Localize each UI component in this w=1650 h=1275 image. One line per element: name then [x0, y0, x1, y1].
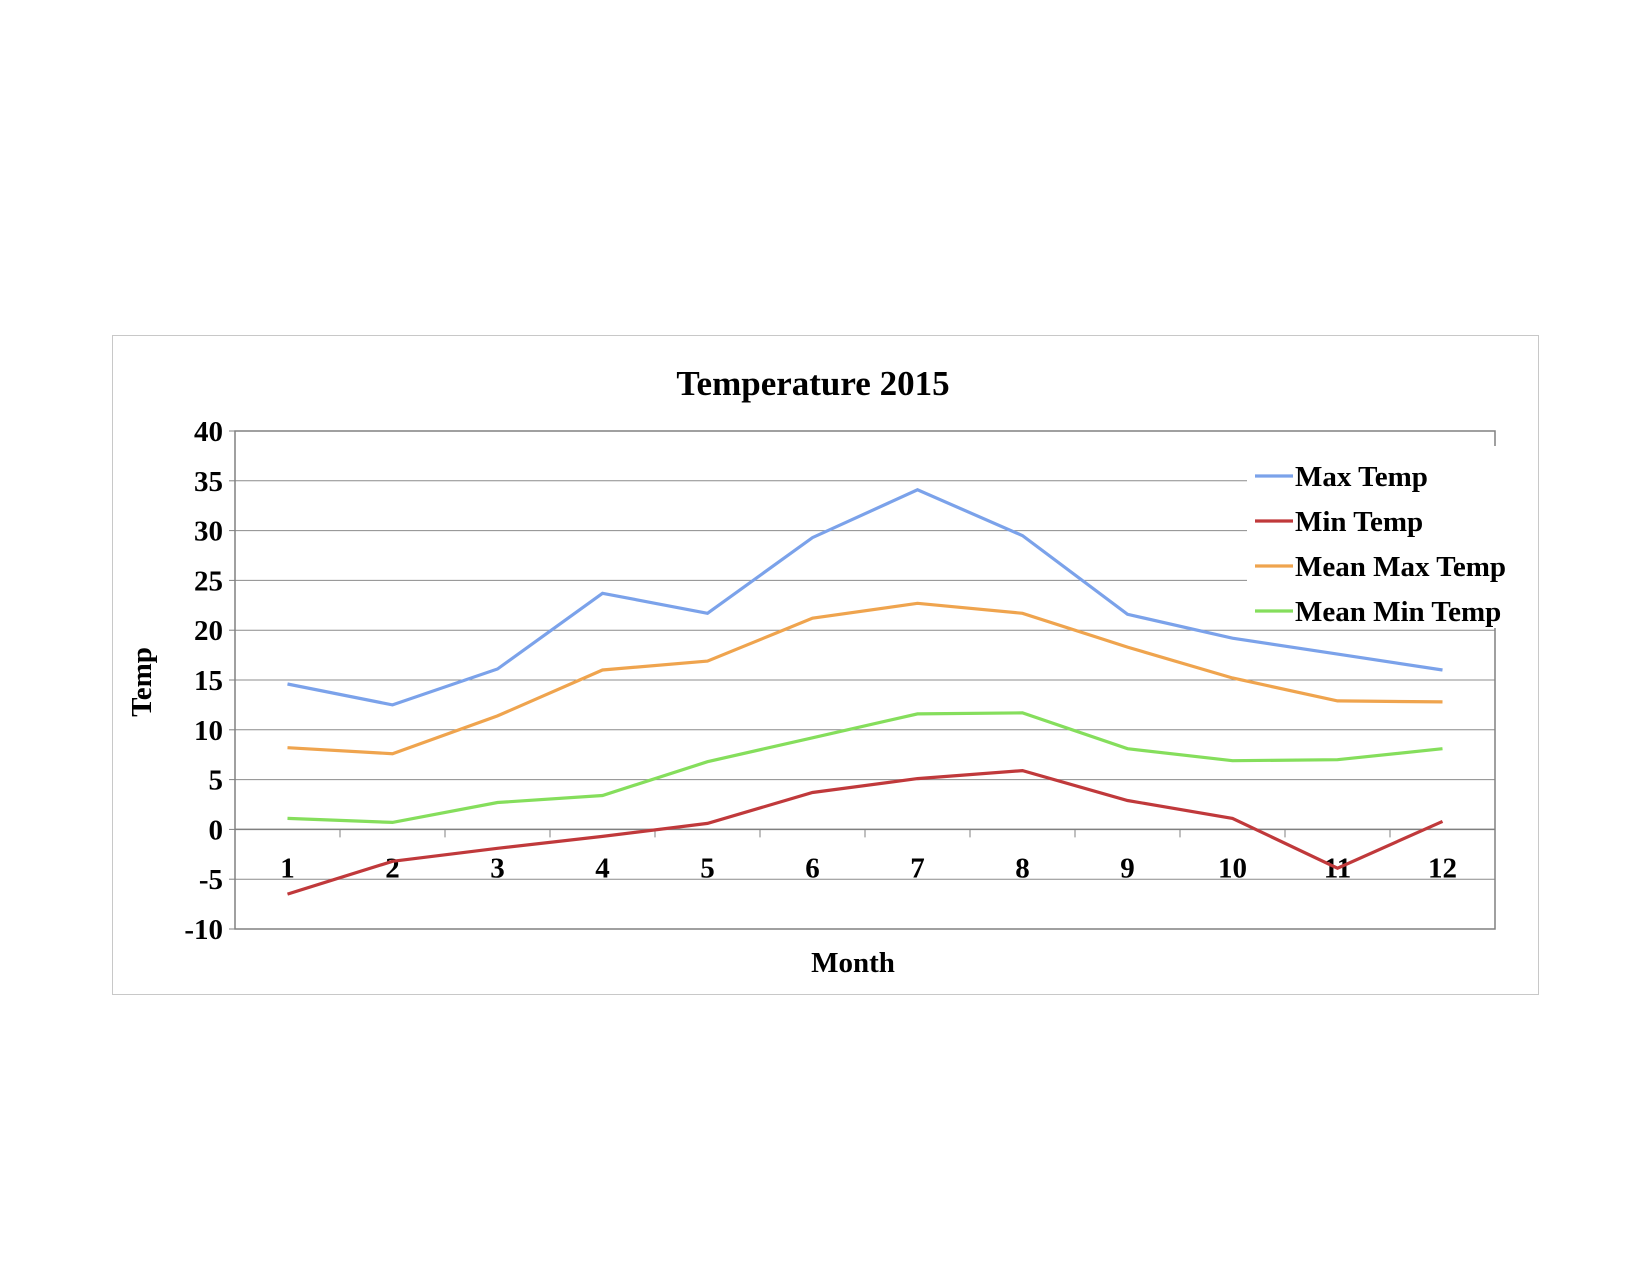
y-tick-label: 40: [194, 416, 223, 448]
x-tick-label: 4: [595, 852, 610, 884]
x-axis-title: Month: [811, 947, 895, 979]
x-tick-label: 12: [1428, 852, 1457, 884]
series-line-mean-max-temp: [287, 601, 1443, 756]
y-tick-label: -10: [184, 914, 223, 946]
legend-label: Mean Min Temp: [1295, 596, 1501, 628]
x-tick-label: 2: [385, 852, 400, 884]
legend-label: Min Temp: [1295, 506, 1423, 538]
chart-title: Temperature 2015: [676, 364, 949, 403]
line-chart: Temperature 2015 1 2 3 4 5 6 7 8 9 10 11 12 4035302…: [126, 364, 1506, 979]
y-axis-title: Temp: [126, 647, 158, 717]
series-line-min-temp: [287, 768, 1444, 896]
chart-frame: Temperature 2015 1 2 3 4 5 6 7 8 9 10 11 12 40 35 30 2…: [112, 335, 1539, 995]
y-tick-label: 15: [194, 665, 223, 697]
x-tick-label: 1: [280, 852, 295, 884]
legend-entries: Max Temp Min Temp Mean Max Temp Mean Min Te…: [1255, 461, 1506, 628]
y-tick-label: 30: [194, 516, 223, 548]
x-tick-label: 9: [1120, 852, 1135, 884]
y-tick-label: 10: [194, 715, 223, 747]
x-tick-label: 6: [805, 852, 820, 884]
gridlines: [235, 480, 1495, 880]
y-tick-label: 20: [194, 615, 223, 647]
y-tick-label: 0: [209, 814, 224, 846]
series-line-max-temp: [287, 488, 1443, 707]
legend-label: Mean Max Temp: [1295, 551, 1506, 583]
x-tick-label: 7: [910, 852, 925, 884]
y-tick-label: -5: [199, 864, 223, 896]
x-tick-label: 3: [490, 852, 505, 884]
x-tick-label: 8: [1015, 852, 1030, 884]
series-lines: [287, 488, 1444, 896]
series-line-mean-min-temp: [287, 711, 1443, 825]
x-tick-label: 5: [700, 852, 715, 884]
legend-label: Max Temp: [1295, 461, 1428, 493]
x-axis: 1 2 3 4 5 6 7 8 9 10 11 12: [235, 828, 1495, 884]
y-tick-label: 5: [209, 765, 224, 797]
y-axis: 40 35 30 25 20 15 10 5 0 -5 -10: [184, 416, 235, 946]
y-tick-label: 25: [194, 565, 223, 597]
x-tick-label: 10: [1218, 852, 1247, 884]
y-tick-label: 35: [194, 466, 223, 498]
